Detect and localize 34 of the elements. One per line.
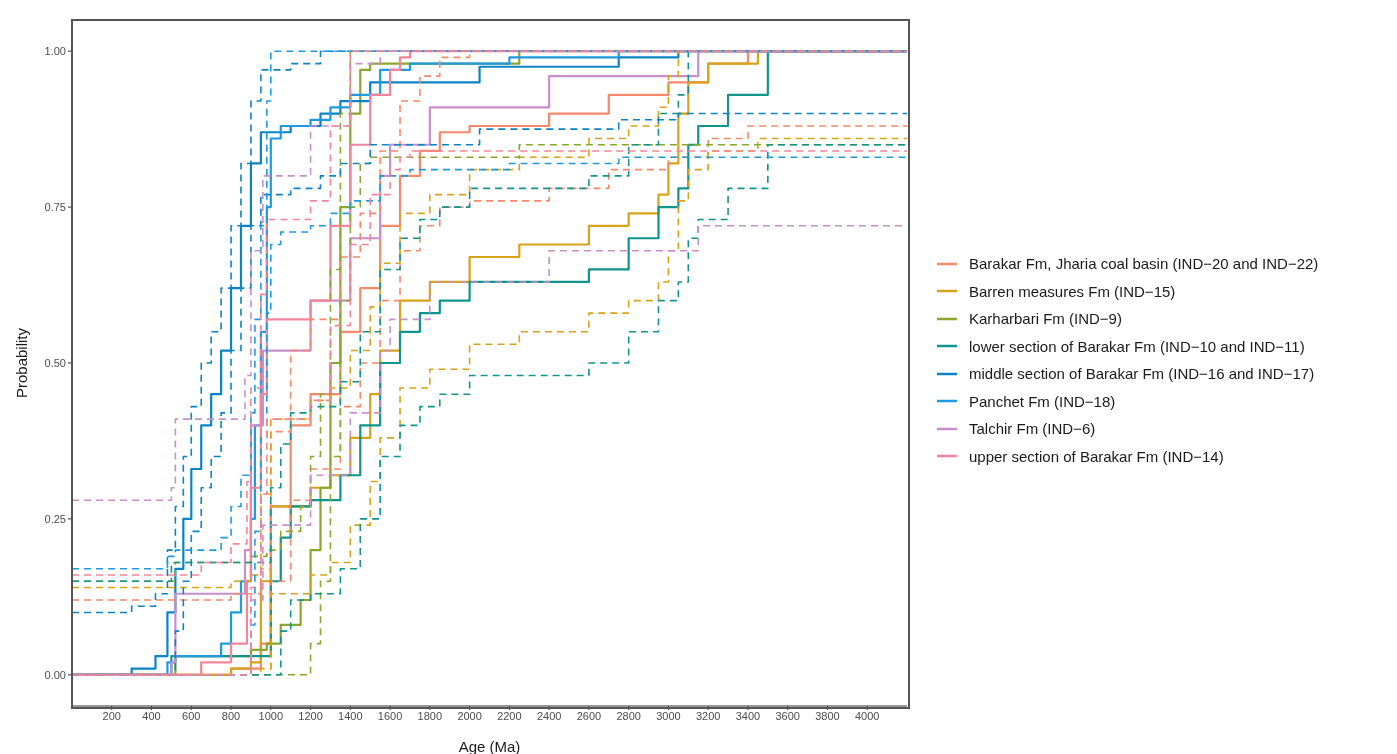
x-tick-label: 2200 <box>497 709 522 722</box>
x-tick-label: 1200 <box>298 709 323 722</box>
x-tick-label: 3800 <box>815 709 840 722</box>
legend-label: Barakar Fm, Jharia coal basin (IND−20 and IND−22) <box>969 255 1319 273</box>
x-tick-label: 1600 <box>377 709 403 722</box>
y-tick-label: 0.00 <box>44 668 66 681</box>
legend-label: Talchir Fm (IND−6) <box>969 420 1096 438</box>
x-tick-label: 3400 <box>735 709 761 722</box>
x-tick-label: 600 <box>182 709 201 722</box>
x-tick-label: 3200 <box>695 709 721 722</box>
x-tick-label: 3000 <box>656 709 681 722</box>
y-tick-label: 0.75 <box>44 201 66 213</box>
x-tick-label: 1400 <box>338 709 363 722</box>
y-tick-label: 1.00 <box>44 45 66 58</box>
x-tick-label: 400 <box>142 709 161 722</box>
y-tick-label: 0.50 <box>44 356 66 369</box>
legend-label: Karharbari Fm (IND−9) <box>969 310 1122 328</box>
x-tick-label: 4000 <box>855 709 880 722</box>
legend-label: lower section of Barakar Fm (IND−10 and IND−11) <box>969 337 1305 355</box>
x-tick-label: 2600 <box>576 709 602 722</box>
legend-label: upper section of Barakar Fm (IND−14) <box>969 447 1224 465</box>
x-tick-label: 2000 <box>457 709 482 722</box>
x-tick-label: 3600 <box>775 709 800 722</box>
y-axis-title: Probability <box>13 327 31 399</box>
y-tick-label: 0.25 <box>44 512 66 525</box>
legend-label: Panchet Fm (IND−18) <box>969 392 1116 410</box>
x-tick-label: 1800 <box>417 709 443 722</box>
x-tick-label: 200 <box>102 709 121 722</box>
x-tick-label: 2800 <box>616 709 641 722</box>
x-tick-label: 800 <box>221 709 241 722</box>
legend-label: middle section of Barakar Fm (IND−16 and IND−17) <box>969 365 1315 383</box>
x-tick-label: 1000 <box>258 709 284 722</box>
legend-label: Barren measures Fm (IND−15) <box>969 282 1176 300</box>
x-tick-label: 2400 <box>536 709 562 722</box>
